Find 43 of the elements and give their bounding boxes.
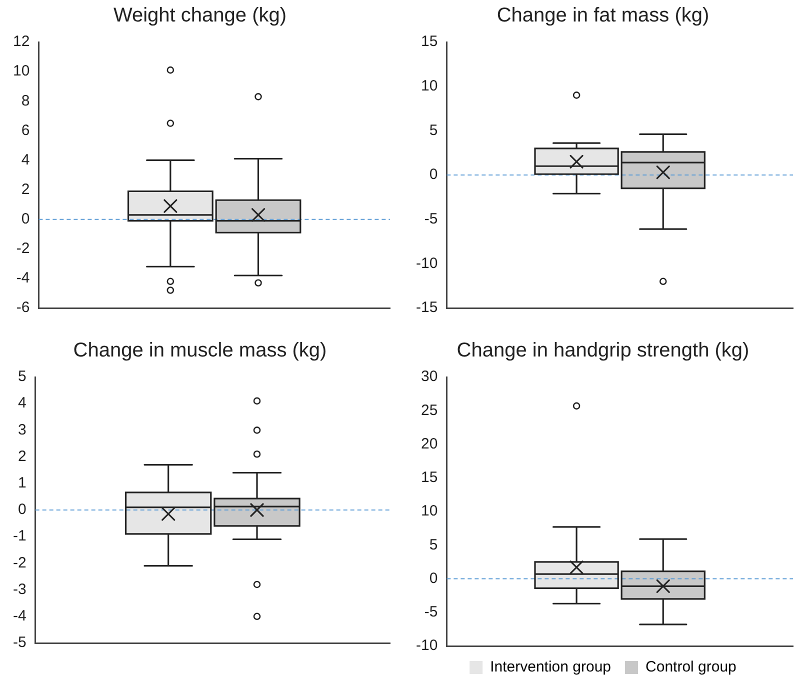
y-tick-label: 20 bbox=[420, 435, 438, 452]
y-tick-label: 2 bbox=[18, 448, 26, 465]
y-tick-label: 10 bbox=[420, 502, 438, 520]
y-tick-label: 2 bbox=[21, 180, 30, 198]
y-tick-label: -5 bbox=[424, 210, 438, 228]
y-tick-label: 4 bbox=[18, 394, 26, 412]
y-tick-label: 1 bbox=[18, 474, 26, 492]
legend-label: Intervention group bbox=[490, 658, 612, 676]
y-tick-label: 10 bbox=[12, 62, 30, 80]
y-tick-label: 15 bbox=[420, 33, 438, 50]
y-tick-label: -6 bbox=[16, 299, 30, 316]
y-tick-label: -10 bbox=[416, 637, 438, 654]
y-tick-label: -5 bbox=[424, 604, 438, 621]
y-tick-label: -15 bbox=[416, 299, 438, 316]
y-tick-label: 5 bbox=[429, 122, 438, 139]
y-tick-label: 4 bbox=[21, 151, 30, 168]
y-tick-label: 0 bbox=[21, 210, 30, 228]
y-tick-label: 6 bbox=[21, 122, 30, 139]
legend-label: Control group bbox=[646, 658, 736, 676]
y-tick-label: 5 bbox=[429, 536, 438, 554]
y-tick-label: 15 bbox=[420, 469, 438, 486]
y-tick-label: -5 bbox=[12, 634, 26, 652]
y-tick-label: -4 bbox=[12, 608, 26, 625]
y-tick-label: 5 bbox=[18, 368, 26, 386]
y-tick-label: 3 bbox=[18, 421, 26, 438]
y-tick-label: 25 bbox=[420, 402, 438, 419]
chart-title: Change in muscle mass (kg) bbox=[73, 340, 327, 362]
y-tick-label: -3 bbox=[12, 580, 26, 598]
y-tick-label: 12 bbox=[12, 33, 30, 50]
y-tick-label: -1 bbox=[12, 528, 26, 545]
y-tick-label: 0 bbox=[429, 166, 438, 184]
y-tick-label: -2 bbox=[16, 240, 30, 258]
y-tick-label: 10 bbox=[420, 77, 438, 94]
y-tick-label: 8 bbox=[21, 92, 30, 110]
y-tick-label: -10 bbox=[416, 254, 438, 272]
chart-title: Weight change (kg) bbox=[113, 4, 287, 27]
chart-title: Change in handgrip strength (kg) bbox=[456, 340, 750, 362]
y-tick-label: 30 bbox=[420, 368, 438, 386]
y-tick-label: -4 bbox=[16, 270, 30, 287]
y-tick-label: -2 bbox=[12, 554, 26, 572]
y-tick-label: 0 bbox=[18, 501, 26, 518]
y-tick-label: 0 bbox=[429, 570, 438, 587]
chart-title: Change in fat mass (kg) bbox=[496, 4, 710, 27]
